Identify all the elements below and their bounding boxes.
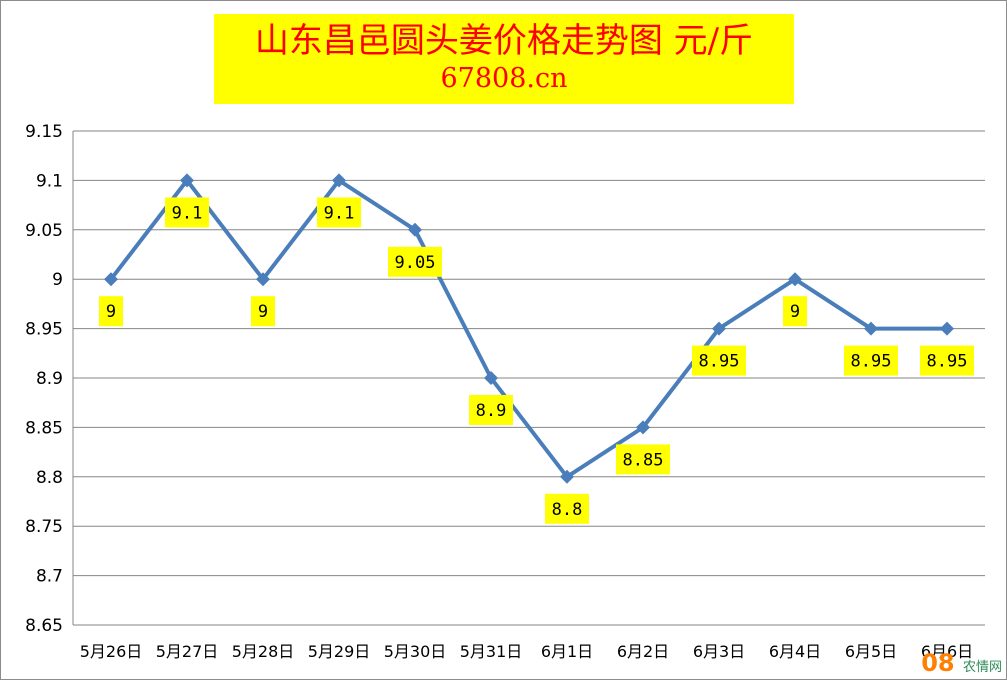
data-label-box [469,395,513,425]
data-label-box [251,296,275,327]
y-tick-label: 8.95 [25,320,63,340]
y-tick-label: 8.7 [36,567,63,587]
data-label: 8.85 [623,450,664,470]
data-label: 9.1 [172,203,203,223]
data-label: 9 [790,302,800,322]
x-tick-label: 6月1日 [541,642,593,661]
data-point [712,321,726,336]
data-label-box [388,246,442,277]
data-label: 9 [106,302,116,322]
chart-title-box: 山东昌邑圆头姜价格走势图 元/斤 67808.cn [214,14,794,104]
x-tick-label: 6月4日 [769,642,821,661]
series-line [109,178,947,479]
x-tick-label: 6月3日 [693,642,745,661]
data-label-box [920,345,974,376]
y-tick-label: 8.85 [25,418,63,438]
data-point [256,272,270,287]
y-tick-label: 8.65 [25,616,63,636]
y-tick-label: 9 [52,270,63,290]
watermark-brand: 08 [921,649,955,677]
x-tick-label: 6月2日 [617,642,669,661]
data-point [180,173,194,188]
x-tick-label: 5月28日 [232,642,295,661]
data-label-box [692,345,746,376]
data-point [940,321,954,336]
y-tick-label: 8.8 [36,468,63,488]
data-label-box [165,197,209,228]
data-point [864,321,878,336]
data-label-box [844,345,898,376]
y-tick-label: 8.9 [36,369,63,389]
data-label-box [783,296,807,327]
x-tick-label: 5月31日 [460,642,523,661]
data-label-box [545,493,589,524]
x-tick-label: 5月26日 [80,642,143,661]
data-point [408,222,422,237]
data-label-box [99,296,123,327]
site-watermark: 08 农情网 [921,649,1002,677]
data-label-box [317,197,361,228]
x-tick-label: 6月5日 [845,642,897,661]
data-label: 9 [258,302,268,322]
y-tick-label: 9.1 [36,171,63,191]
data-label: 9.05 [395,253,436,273]
data-label: 8.8 [552,500,583,520]
x-tick-label: 5月27日 [156,642,219,661]
y-tick-label: 8.75 [25,517,63,537]
x-tick-label: 5月30日 [384,642,447,661]
data-point [636,420,650,435]
data-point [788,272,802,287]
x-tick-label: 6月6日 [921,642,973,661]
y-tick-label: 9.15 [25,122,63,142]
data-label: 8.95 [927,352,968,372]
data-label: 9.1 [324,203,355,223]
data-point [484,371,498,385]
watermark-text: 农情网 [962,660,1002,675]
data-point [104,272,118,287]
data-label: 8.95 [699,352,740,372]
data-label-box [616,444,670,475]
data-point [332,173,346,188]
y-tick-label: 9.05 [25,221,63,241]
data-label: 8.95 [851,352,892,372]
data-label: 8.9 [476,401,507,421]
chart-subtitle: 67808.cn [440,63,568,94]
chart-title: 山东昌邑圆头姜价格走势图 元/斤 [254,21,754,61]
x-tick-label: 5月29日 [308,642,371,661]
data-point [560,469,574,484]
